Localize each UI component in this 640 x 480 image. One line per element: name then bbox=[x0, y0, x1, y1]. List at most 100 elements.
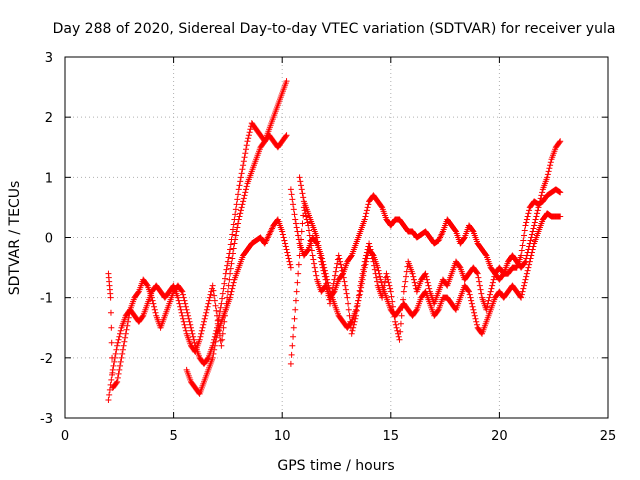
y-axis-label: SDTVAR / TECUs bbox=[7, 181, 23, 296]
data-point bbox=[409, 270, 416, 277]
data-point bbox=[213, 307, 220, 314]
data-point bbox=[531, 222, 538, 229]
data-point bbox=[234, 224, 241, 231]
data-point bbox=[329, 288, 336, 295]
data-point bbox=[346, 312, 353, 319]
data-point bbox=[237, 207, 244, 214]
data-point bbox=[121, 338, 128, 345]
data-point bbox=[211, 333, 218, 340]
data-point bbox=[235, 186, 242, 193]
data-point bbox=[205, 300, 212, 307]
data-point bbox=[122, 334, 129, 341]
data-point bbox=[320, 267, 327, 274]
data-point bbox=[534, 210, 541, 217]
data-point bbox=[383, 270, 390, 277]
data-point bbox=[547, 159, 554, 166]
data-point bbox=[487, 288, 494, 295]
data-point bbox=[545, 168, 552, 175]
data-point bbox=[210, 287, 217, 294]
data-point bbox=[366, 243, 373, 250]
data-point bbox=[177, 306, 184, 313]
data-point bbox=[116, 333, 123, 340]
data-point bbox=[246, 129, 253, 136]
data-point bbox=[316, 246, 323, 253]
data-point bbox=[413, 307, 420, 314]
data-point bbox=[384, 276, 391, 283]
data-point bbox=[400, 288, 407, 295]
data-point bbox=[358, 278, 365, 285]
data-point bbox=[118, 354, 125, 361]
data-point bbox=[201, 315, 208, 322]
data-point bbox=[227, 291, 234, 298]
data-point bbox=[357, 288, 364, 295]
data-point bbox=[469, 227, 476, 234]
data-point bbox=[321, 270, 328, 277]
data-point bbox=[328, 292, 335, 299]
data-point bbox=[333, 264, 340, 271]
data-point bbox=[520, 237, 527, 244]
data-point bbox=[196, 336, 203, 343]
data-point bbox=[343, 290, 350, 297]
data-point bbox=[386, 282, 393, 289]
data-point bbox=[240, 158, 247, 165]
x-tick-label: 25 bbox=[600, 429, 617, 444]
data-point bbox=[381, 282, 388, 289]
data-point bbox=[243, 142, 250, 149]
data-point bbox=[358, 274, 365, 281]
data-point bbox=[399, 304, 406, 311]
data-point bbox=[456, 263, 463, 270]
data-point bbox=[397, 328, 404, 335]
data-point bbox=[484, 303, 491, 310]
data-point bbox=[337, 261, 344, 268]
data-point bbox=[387, 285, 394, 292]
data-point bbox=[523, 270, 530, 277]
data-point bbox=[318, 258, 325, 265]
data-point bbox=[361, 258, 368, 265]
data-point bbox=[286, 258, 293, 265]
data-point bbox=[180, 291, 187, 298]
data-point bbox=[294, 228, 301, 235]
data-point bbox=[532, 216, 539, 223]
data-point bbox=[401, 283, 408, 290]
data-point bbox=[528, 231, 535, 238]
data-point bbox=[527, 237, 534, 244]
data-point bbox=[212, 302, 219, 309]
data-point bbox=[226, 276, 233, 283]
data-point bbox=[227, 270, 234, 277]
data-point bbox=[518, 291, 525, 298]
data-point bbox=[108, 376, 115, 383]
data-point bbox=[348, 330, 355, 337]
data-point bbox=[484, 300, 491, 307]
data-point bbox=[229, 250, 236, 257]
data-point bbox=[518, 252, 525, 259]
data-point bbox=[472, 315, 479, 322]
data-point bbox=[223, 266, 230, 273]
data-point bbox=[340, 274, 347, 281]
data-point bbox=[218, 342, 225, 349]
data-point bbox=[236, 182, 243, 189]
data-point bbox=[216, 308, 223, 315]
data-point bbox=[389, 303, 396, 310]
data-point bbox=[220, 285, 227, 292]
data-point bbox=[465, 288, 472, 295]
data-point bbox=[279, 231, 286, 238]
data-point bbox=[395, 333, 402, 340]
data-point bbox=[344, 294, 351, 301]
data-point bbox=[526, 261, 533, 268]
data-point bbox=[283, 132, 290, 139]
data-point bbox=[544, 174, 551, 181]
data-point bbox=[195, 389, 202, 396]
data-point bbox=[238, 170, 245, 177]
data-point bbox=[242, 150, 249, 157]
y-tick-label: 3 bbox=[45, 51, 53, 66]
x-tick-label: 0 bbox=[61, 429, 69, 444]
data-point bbox=[424, 276, 430, 283]
data-point bbox=[528, 234, 535, 241]
data-point bbox=[443, 281, 450, 288]
data-point bbox=[237, 174, 244, 181]
data-point bbox=[522, 276, 529, 283]
data-point bbox=[321, 273, 328, 280]
data-point bbox=[471, 309, 478, 316]
data-point bbox=[237, 210, 244, 217]
